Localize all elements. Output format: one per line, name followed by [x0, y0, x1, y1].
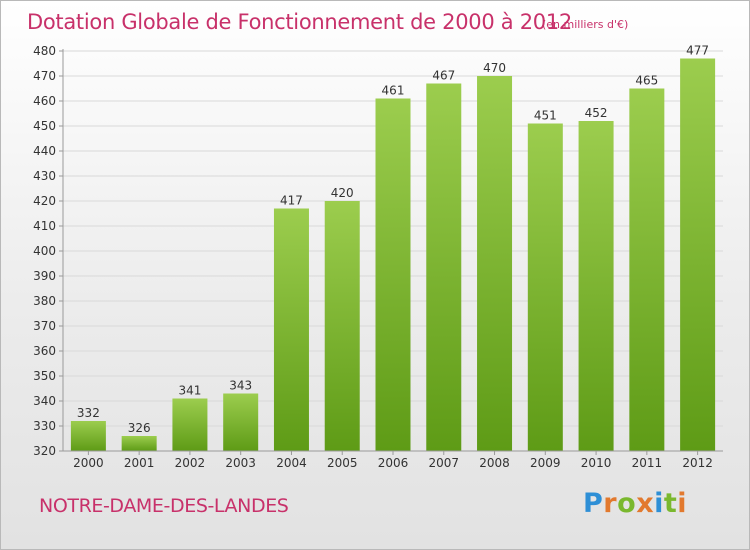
- y-tick-label: 340: [33, 394, 56, 408]
- logo-letter: t: [663, 488, 678, 519]
- y-tick-label: 480: [33, 44, 56, 58]
- bar-value-label: 343: [229, 379, 252, 393]
- logo-letter: i: [654, 488, 664, 519]
- chart-title: Dotation Globale de Fonctionnement de 20…: [27, 10, 572, 34]
- data-labels: 332 326 341 343 417 420 461 467 470 451 452 465 477: [77, 44, 709, 436]
- y-tick-label: 460: [33, 94, 56, 108]
- logo-letter: x: [636, 488, 655, 519]
- bar-value-label: 461: [382, 84, 405, 98]
- bar-2005: [324, 201, 360, 451]
- x-tick-label: 2007: [428, 456, 459, 470]
- x-tick-label: 2003: [225, 456, 256, 470]
- bar-2009: [527, 123, 563, 451]
- y-tick-label: 410: [33, 219, 56, 233]
- y-tick-label: 330: [33, 419, 56, 433]
- bar-2008: [477, 76, 513, 451]
- x-tick-label: 2009: [530, 456, 561, 470]
- bar-value-label: 420: [331, 186, 354, 200]
- bar-2001: [121, 436, 157, 451]
- y-tick-label: 380: [33, 294, 56, 308]
- bar-value-label: 332: [77, 406, 100, 420]
- y-tick-label: 430: [33, 169, 56, 183]
- bar-value-label: 477: [686, 44, 709, 58]
- x-tick-label: 2008: [479, 456, 510, 470]
- proxiti-logo: Proxiti: [583, 488, 687, 519]
- bar-value-label: 470: [483, 61, 506, 75]
- bar-2002: [172, 398, 208, 451]
- bar-value-label: 452: [585, 106, 608, 120]
- y-tick-label: 390: [33, 269, 56, 283]
- y-tick-label: 320: [33, 444, 56, 458]
- bars: [70, 58, 716, 451]
- bar-2000: [70, 421, 106, 451]
- y-tick-label: 400: [33, 244, 56, 258]
- bar-value-label: 451: [534, 109, 557, 123]
- x-tick-label: 2006: [378, 456, 409, 470]
- axes: 320 330 340 350 360 370 380 390 400 410 420 430 440 4…: [33, 44, 723, 470]
- logo-letter: r: [603, 488, 618, 519]
- x-tick-label: 2001: [124, 456, 155, 470]
- bar-2011: [629, 88, 665, 451]
- bar-2012: [680, 58, 716, 451]
- unit-note: (en milliers d'€): [542, 18, 629, 31]
- logo-letter: o: [617, 488, 637, 519]
- bar-value-label: 465: [635, 74, 658, 88]
- bar-2010: [578, 121, 614, 451]
- commune-name: NOTRE-DAME-DES-LANDES: [39, 495, 289, 517]
- bar-2004: [273, 208, 309, 451]
- bar-value-label: 326: [128, 421, 151, 435]
- y-tick-label: 420: [33, 194, 56, 208]
- logo-letter: P: [583, 488, 604, 519]
- bar-2006: [375, 98, 411, 451]
- bar-2007: [426, 83, 462, 451]
- logo-letter: i: [677, 488, 688, 519]
- x-tick-label: 2011: [632, 456, 663, 470]
- x-tick-label: 2000: [73, 456, 104, 470]
- x-tick-label: 2002: [175, 456, 206, 470]
- y-tick-label: 350: [33, 369, 56, 383]
- x-tick-label: 2010: [581, 456, 612, 470]
- x-tick-label: 2004: [276, 456, 307, 470]
- y-tick-label: 440: [33, 144, 56, 158]
- bar-value-label: 467: [432, 69, 455, 83]
- y-tick-label: 450: [33, 119, 56, 133]
- y-tick-label: 470: [33, 69, 56, 83]
- x-tick-label: 2005: [327, 456, 358, 470]
- bar-value-label: 341: [178, 384, 201, 398]
- y-tick-label: 370: [33, 319, 56, 333]
- bar-2003: [223, 393, 259, 451]
- y-tick-label: 360: [33, 344, 56, 358]
- bar-value-label: 417: [280, 194, 303, 208]
- x-tick-label: 2012: [682, 456, 713, 470]
